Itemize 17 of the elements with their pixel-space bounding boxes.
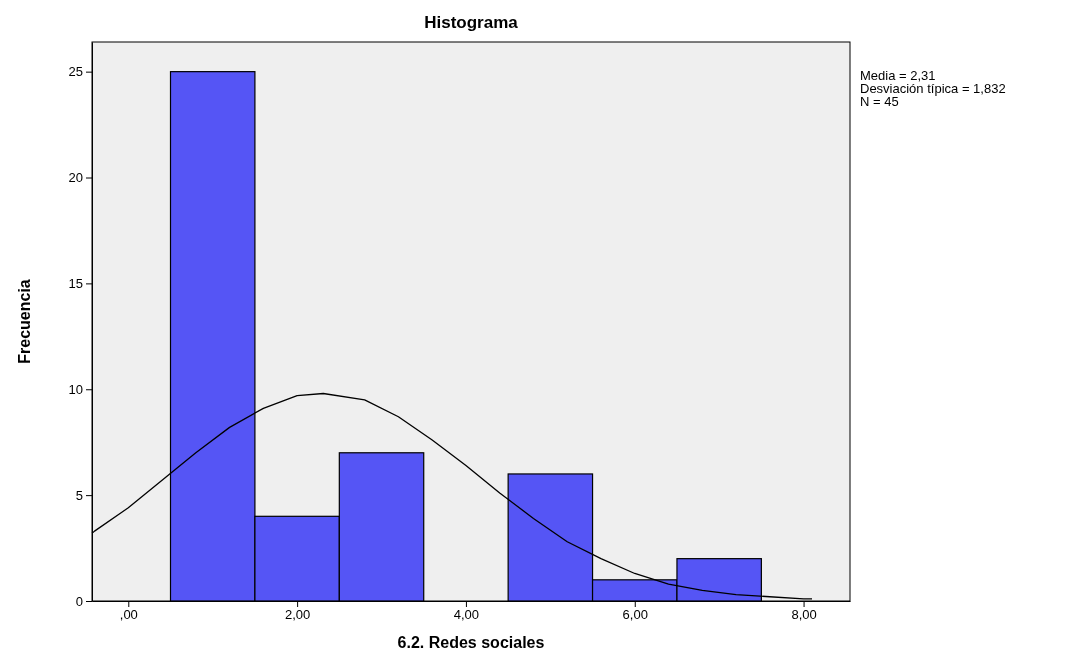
text: Media = 2,31 bbox=[860, 68, 936, 83]
y-tick-label: 0 bbox=[75, 593, 83, 609]
text: N = 45 bbox=[860, 94, 899, 109]
x-tick-label: 6,00 bbox=[622, 607, 648, 623]
y-tick-label: 25 bbox=[68, 64, 83, 80]
chart-title: Histograma bbox=[424, 13, 519, 32]
x-axis-title: 6.2. Redes sociales bbox=[397, 634, 545, 651]
y-tick-label: 20 bbox=[68, 170, 83, 186]
x-tick-label: 4,00 bbox=[453, 607, 480, 623]
y-axis-title: Frecuencia bbox=[16, 279, 33, 364]
y-tick-label: 10 bbox=[68, 381, 83, 397]
x-tick-label: 8,00 bbox=[791, 607, 817, 623]
text: Desviación típica = 1,832 bbox=[860, 81, 1006, 96]
y-tick-label: 15 bbox=[68, 276, 83, 292]
x-tick-label: ,00 bbox=[119, 607, 138, 623]
x-tick-label: 2,00 bbox=[284, 607, 311, 623]
y-tick-label: 5 bbox=[75, 487, 83, 503]
